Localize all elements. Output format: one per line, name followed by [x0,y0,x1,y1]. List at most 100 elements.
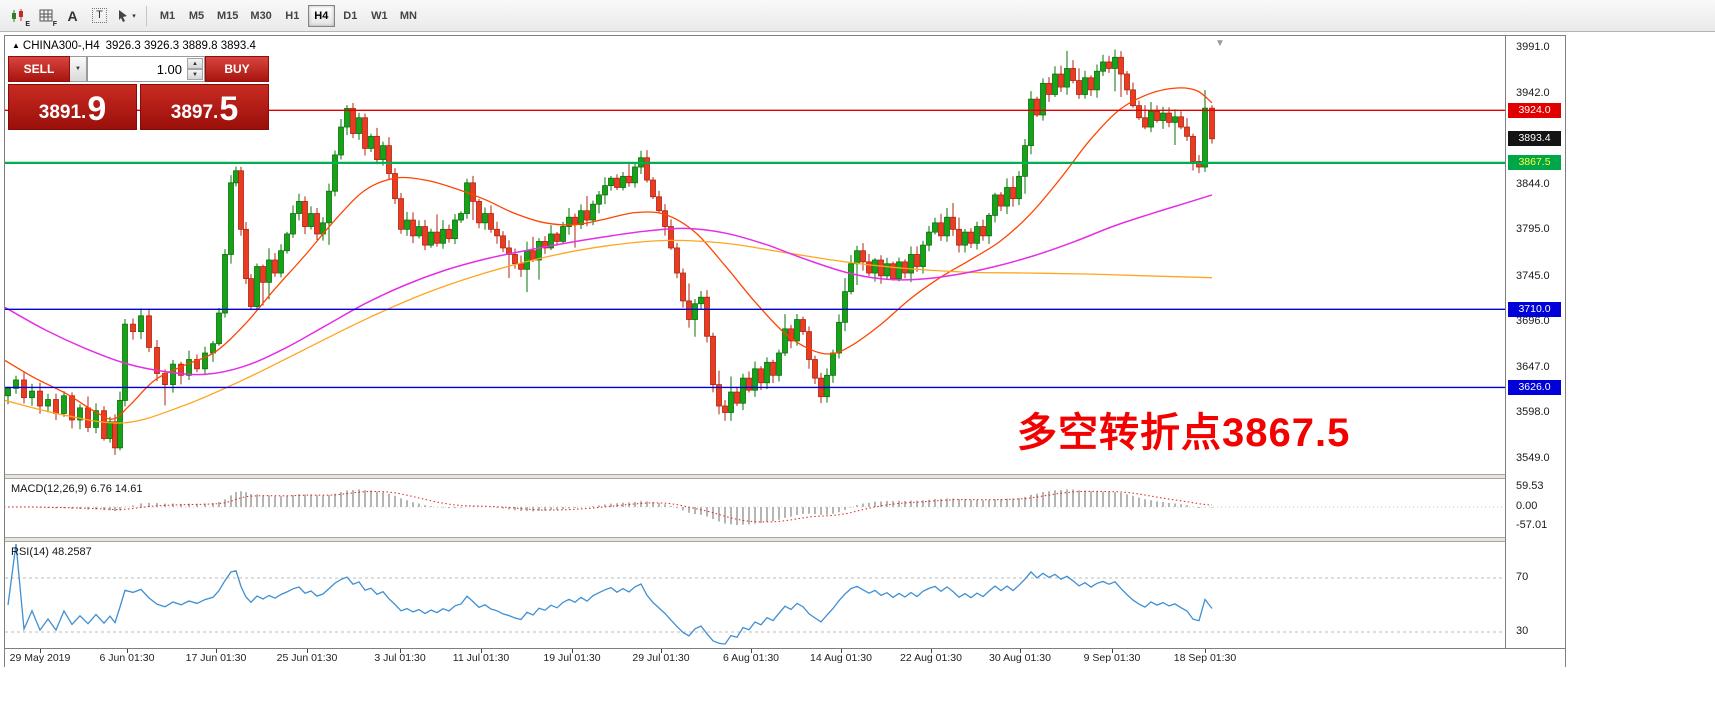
candle [938,213,944,241]
timeframe-button-d1[interactable]: D1 [337,5,364,27]
candle [1190,133,1196,171]
candle [650,177,656,199]
candle [758,366,764,390]
text-tool-button[interactable]: A [60,4,85,28]
candle [290,205,296,238]
grid-icon [39,9,52,22]
candle [1154,105,1160,123]
price-line-label: 3710.0 [1508,301,1561,317]
candle [1184,118,1190,141]
pane-splitter[interactable] [5,537,1565,542]
candle [932,217,938,235]
macd-indicator-label: MACD(12,26,9) 6.76 14.61 [11,483,143,495]
candle [782,314,788,357]
timeframe-button-m1[interactable]: M1 [154,5,181,27]
rsi-indicator-pane[interactable] [5,542,1505,648]
pivot-annotation-text[interactable]: 多空转折点3867.5 [1017,411,1351,455]
candle [740,373,746,411]
price-axis[interactable]: 3991.0 3942.0 3844.0 3795.0 3745.0 3696.0 3647… [1506,36,1565,648]
candle [608,176,614,191]
timeframe-button-m30[interactable]: M30 [245,5,276,27]
time-tick [661,649,662,653]
timeframe-button-w1[interactable]: W1 [366,5,393,27]
trade-options-dropdown[interactable]: ▼ [70,56,87,82]
rsi-axis-label: 70 [1516,571,1529,583]
sell-price-main: 3891. [38,102,87,123]
candle [278,244,284,278]
candle [53,393,59,421]
volume-input[interactable] [88,57,204,81]
macd-axis-label: -57.01 [1516,519,1548,532]
candle [800,316,806,335]
candle [1100,54,1106,76]
candle [1022,138,1028,194]
trade-panel-toggle-icon[interactable]: ▲ [12,41,20,50]
chevron-down-icon: ▾ [132,12,136,20]
candle [233,166,239,187]
time-axis-label: 18 Sep 01:30 [1173,652,1237,664]
candle [974,221,980,250]
candle [1094,64,1100,98]
candle [216,307,222,346]
buy-price-display[interactable]: 3897. 5 [140,84,269,130]
time-axis-label: 22 Aug 01:30 [900,652,962,664]
candle [77,404,83,430]
candle [566,208,572,235]
chart-shift-marker-icon[interactable]: ▼ [1215,38,1225,49]
candle [776,349,782,382]
trade-controls-row: SELL ▼ ▲ ▼ BUY [8,56,269,82]
timeframe-button-m5[interactable]: M5 [183,5,210,27]
candle [992,192,998,223]
time-axis-label: 3 Jul 01:30 [374,652,426,664]
timeframe-button-mn[interactable]: MN [395,5,422,27]
timeframe-button-h1[interactable]: H1 [279,5,306,27]
macd-indicator-pane[interactable] [5,479,1505,537]
time-tick [1020,649,1021,653]
time-axis-label: 6 Jun 01:30 [99,652,155,664]
price-tick-label: 3991.0 [1516,41,1550,53]
candle [542,236,548,254]
candle [518,255,524,277]
candle [112,414,118,455]
candle [222,249,228,318]
candle [238,166,244,236]
candle [962,229,968,253]
candle [686,283,692,328]
price-tick-label: 3696.0 [1516,315,1550,328]
candle [326,183,332,245]
candle [266,248,272,300]
candle [13,375,19,394]
candle [980,219,986,241]
candle [494,221,500,244]
candle [788,324,794,349]
time-axis-label: 17 Jun 01:30 [185,652,247,664]
pane-splitter[interactable] [5,474,1565,479]
price-line-label: 3924.0 [1508,102,1561,118]
label-tool-button[interactable]: T [87,4,112,28]
indicator-grid-button[interactable]: F [33,4,58,28]
sell-price-display[interactable]: 3891. 9 [8,84,137,130]
candle [1034,96,1040,117]
time-tick [841,649,842,653]
volume-increment-button[interactable]: ▲ [187,58,203,69]
timeframe-group: M1 M5 M15 M30 H1 H4 D1 W1 MN [154,4,422,27]
candle [1040,78,1046,121]
candle [314,208,320,241]
candle [458,211,464,223]
timeframe-button-h4[interactable]: H4 [307,4,335,27]
main-toolbar: E F A T ▾ M1 M5 M15 M30 H1 H4 D1 W1 MN [0,0,1715,32]
drawing-tools-button[interactable]: ▾ [114,4,139,28]
volume-decrement-button[interactable]: ▼ [187,69,203,80]
time-axis-label: 30 Aug 01:30 [989,652,1051,664]
candle [482,207,488,230]
time-axis[interactable]: 29 May 2019 6 Jun 01:30 17 Jun 01:30 25 Jun… [5,649,1565,667]
timeframe-button-m15[interactable]: M15 [212,5,243,27]
candle [704,290,710,343]
candle [752,361,758,397]
sell-button[interactable]: SELL [8,56,70,82]
candle [1082,70,1088,99]
buy-button[interactable]: BUY [205,56,269,82]
label-tool-icon: T [92,8,107,23]
candle [1028,91,1034,155]
candlestick-chart-button[interactable]: E [6,4,31,28]
